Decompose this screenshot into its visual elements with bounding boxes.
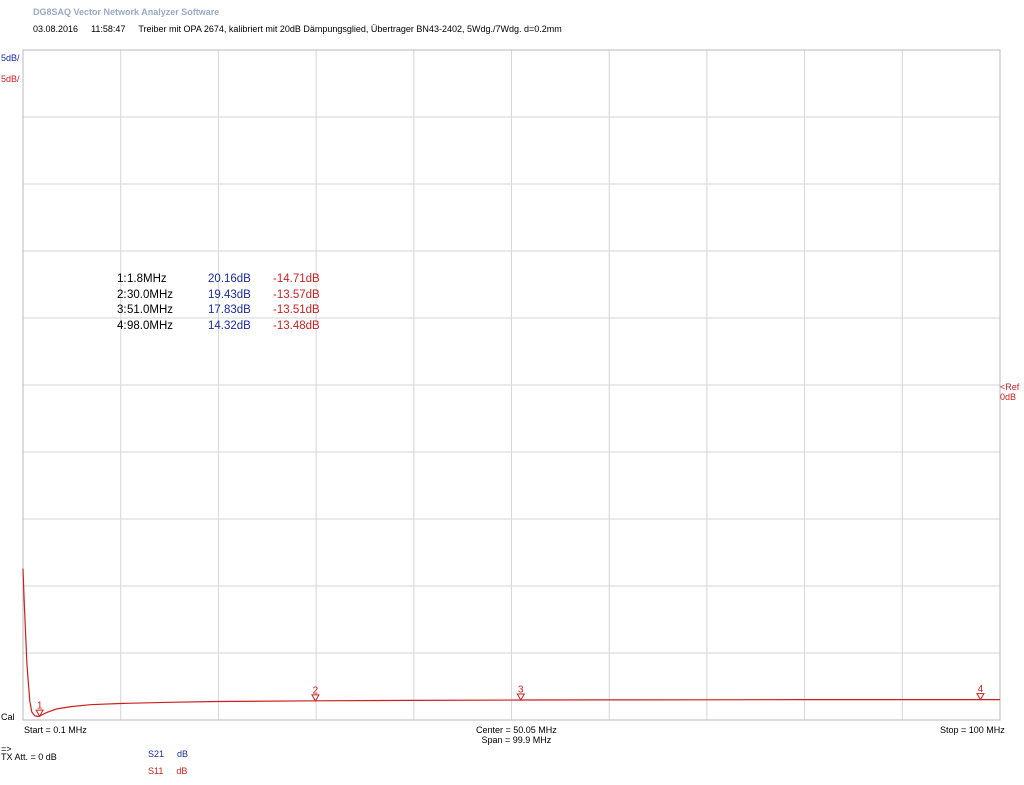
legend-s21-unit: dB — [177, 749, 189, 759]
center-span-label: Center = 50.05 MHz Span = 99.9 MHz — [476, 725, 557, 745]
marker-s11-value: -13.57dB — [273, 288, 320, 301]
s21-scale-label: 5dB/ — [1, 53, 20, 63]
info-date: 03.08.2016 — [33, 24, 79, 34]
info-description: Treiber mit OPA 2674, kalibriert mit 20d… — [138, 24, 562, 34]
marker-s21-value: 20.16dB — [208, 273, 251, 285]
marker-label-s11: 3 — [518, 685, 524, 696]
reference-value: 0dB — [1000, 392, 1017, 402]
marker-label-s11: 1 — [37, 701, 43, 712]
marker-triangle-s11 — [311, 694, 320, 702]
marker-frequency: 1.8MHz — [127, 273, 167, 285]
marker-frequency: 30.0MHz — [127, 288, 174, 301]
reference-line-indicator: <Ref — [1000, 382, 1020, 392]
marker-s11-value: -13.48dB — [273, 319, 320, 332]
legend-s11[interactable]: S11 dB — [148, 766, 187, 776]
start-frequency-label: Start = 0.1 MHz — [24, 725, 87, 735]
s11-scale-label: 5dB/ — [1, 74, 20, 84]
marker-index: 4: — [117, 319, 127, 332]
marker-index: 2: — [117, 288, 127, 301]
marker-index: 1: — [117, 273, 127, 285]
measurement-info: 03.08.2016 11:58:47 Treiber mit OPA 2674… — [33, 24, 562, 34]
span-frequency: Span = 99.9 MHz — [481, 735, 552, 745]
marker-triangle-s11 — [516, 693, 526, 702]
marker-s21-value: 19.43dB — [208, 288, 251, 301]
marker-s11-value: -13.51dB — [273, 304, 320, 316]
marker-s11-value: -14.71dB — [273, 273, 320, 285]
marker-triangle-s11 — [35, 709, 44, 718]
marker-label-s11: 4 — [978, 684, 984, 695]
reference-label: <Ref 0dB — [1000, 382, 1019, 402]
s11-trace-group — [22, 568, 1000, 718]
legend-s21[interactable]: S21 dB — [148, 749, 188, 759]
plot-grid — [22, 49, 1001, 721]
plot-frame — [22, 49, 1001, 721]
tx-attenuation-label: TX Att. = 0 dB — [1, 752, 57, 762]
center-frequency: Center = 50.05 MHz — [476, 725, 557, 735]
marker-frequency: 51.0MHz — [127, 304, 174, 316]
marker-index: 3: — [117, 304, 127, 316]
legend-s21-name: S21 — [148, 749, 165, 759]
info-time: 11:58:47 — [91, 24, 126, 34]
legend-s11-unit: dB — [176, 766, 188, 776]
marker-label-s11: 2 — [313, 685, 319, 696]
marker-frequency: 98.0MHz — [127, 319, 174, 332]
cal-label: Cal — [1, 712, 15, 722]
legend-s11-name: S11 — [148, 766, 164, 776]
marker-s21-value: 14.32dB — [208, 319, 251, 332]
marker-group: 11223344 — [35, 684, 985, 718]
app-title: DG8SAQ Vector Network Analyzer Software — [33, 7, 220, 17]
marker-triangle-s11 — [976, 693, 985, 701]
s11-trace — [22, 568, 1000, 718]
marker-s21-value: 17.83dB — [208, 304, 251, 316]
more-arrow[interactable]: => — [1, 744, 12, 754]
stop-frequency-label: Stop = 100 MHz — [940, 725, 1005, 735]
